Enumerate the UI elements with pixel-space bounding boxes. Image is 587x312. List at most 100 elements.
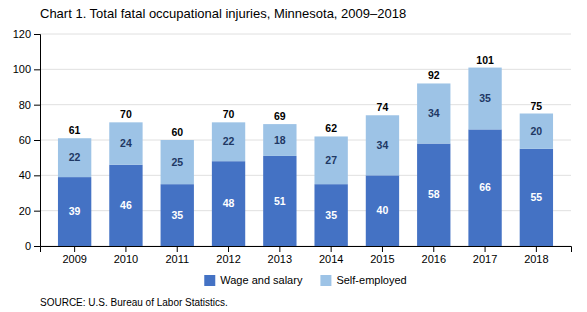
total-label: 61 [69, 124, 81, 136]
tick: 40 [19, 169, 40, 181]
bar [314, 136, 347, 184]
title: Chart 1. Total fatal occupational injuri… [40, 6, 406, 21]
tick-mark [34, 34, 40, 35]
legend-item: Wage and salary [204, 274, 303, 286]
tick: 2014 [319, 246, 343, 265]
bar [520, 114, 553, 149]
tick-label: 2013 [268, 253, 292, 265]
tick-mark [34, 140, 40, 141]
tick: 0 [25, 240, 40, 252]
total-label: 92 [428, 69, 440, 81]
bar [263, 156, 296, 246]
legend-label: Self-employed [336, 274, 406, 286]
data-label: 27 [325, 154, 337, 166]
axis-line [41, 247, 572, 253]
data-label: 66 [479, 181, 491, 193]
legend-item: Self-employed [320, 274, 406, 286]
tick-mark [279, 246, 280, 252]
tick: 2009 [62, 246, 86, 265]
tick-label: 100 [13, 63, 31, 75]
total-label: 69 [274, 110, 286, 122]
tick-label: 2012 [216, 253, 240, 265]
data-label: 48 [223, 197, 235, 209]
tick-mark [433, 246, 434, 252]
grid [40, 34, 571, 246]
data-label: 40 [377, 204, 389, 216]
total-label: 74 [377, 101, 389, 113]
tick-label: 2009 [62, 253, 86, 265]
tick-label: 20 [19, 205, 31, 217]
tick-label: 40 [19, 169, 31, 181]
tick: 2012 [216, 246, 240, 265]
tick-label: 0 [25, 240, 31, 252]
bar [468, 129, 501, 246]
axis-line [34, 35, 41, 247]
total-label: 62 [325, 122, 337, 134]
tick-mark [228, 246, 229, 252]
tick-mark [331, 246, 332, 252]
data-label: 46 [120, 199, 132, 211]
data-label: 35 [325, 209, 337, 221]
grid-line [40, 34, 571, 35]
series [58, 68, 553, 185]
tick: 2011 [165, 246, 189, 265]
bar [161, 184, 194, 246]
data-label: 35 [171, 209, 183, 221]
tick: 2013 [268, 246, 292, 265]
data-label: 51 [274, 195, 286, 207]
tick-mark [536, 246, 537, 252]
data-label: 35 [479, 92, 491, 104]
tick-mark [382, 246, 383, 252]
tick: 120 [13, 28, 40, 40]
tick-label: 120 [13, 28, 31, 40]
tick: 2016 [422, 246, 446, 265]
bar [366, 175, 399, 246]
data-labels: 3946354851354058665522242522182734343520… [69, 54, 543, 221]
legend-swatch [320, 275, 331, 286]
bar [161, 140, 194, 184]
tick-label: 2018 [524, 253, 548, 265]
tick-label: 2010 [114, 253, 138, 265]
tick-mark [34, 105, 40, 106]
bars [58, 68, 553, 246]
bar [468, 68, 501, 130]
data-label: 22 [69, 151, 81, 163]
tick-mark [34, 69, 40, 70]
bar [417, 144, 450, 246]
bar [417, 83, 450, 143]
data-label: 22 [223, 135, 235, 147]
bar [314, 184, 347, 246]
data-label: 20 [531, 125, 543, 137]
bar [58, 177, 91, 246]
tick-label: 2014 [319, 253, 343, 265]
data-label: 34 [428, 107, 440, 119]
data-label: 55 [531, 191, 543, 203]
data-label: 34 [377, 139, 389, 151]
tick-mark [485, 246, 486, 252]
tick-label: 60 [19, 134, 31, 146]
bar [58, 138, 91, 177]
tick: 2017 [473, 246, 497, 265]
tick-mark [34, 211, 40, 212]
tick: 20 [19, 205, 40, 217]
legend-swatch [204, 275, 215, 286]
tick-label: 2017 [473, 253, 497, 265]
data-label: 39 [69, 205, 81, 217]
bar [263, 124, 296, 156]
bar [366, 115, 399, 175]
tick: 80 [19, 99, 40, 111]
x-axis: 2009201020112012201320142015201620172018 [41, 246, 572, 265]
tick: 2010 [114, 246, 138, 265]
bar [212, 122, 245, 161]
tick-label: 2016 [422, 253, 446, 265]
bar [109, 165, 142, 246]
tick-mark [177, 246, 178, 252]
data-label: 58 [428, 188, 440, 200]
total-label: 101 [476, 54, 494, 66]
total-label: 75 [531, 100, 543, 112]
bar [109, 122, 142, 164]
chart: Chart 1. Total fatal occupational injuri… [0, 0, 587, 312]
data-label: 25 [171, 156, 183, 168]
total-label: 70 [120, 108, 132, 120]
tick: 60 [19, 134, 40, 146]
